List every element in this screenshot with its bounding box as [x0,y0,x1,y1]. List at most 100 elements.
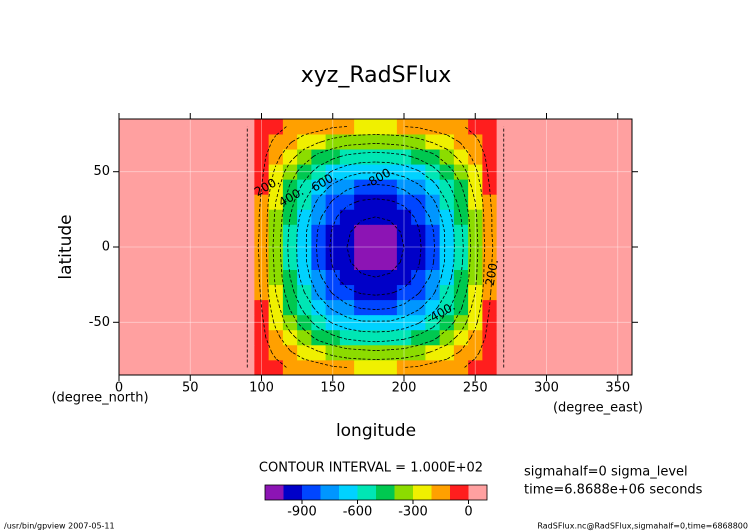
field-cell [354,299,369,316]
field-cell [240,149,255,165]
field-cell [325,164,341,180]
field-cell [482,284,498,301]
field-cell [382,344,398,361]
field-cell [468,239,483,255]
field-cell [282,254,298,270]
field-cell [468,164,483,180]
field-cell [425,164,441,180]
field-cell [439,254,455,270]
field-cell [282,329,298,346]
field-cell [468,209,483,225]
field-cell [468,359,483,376]
field-cell [297,134,312,150]
field-cell [354,314,369,331]
field-cell [240,179,255,195]
field-cell [268,119,284,135]
field-cell [240,269,255,286]
field-cell [439,239,455,255]
field-cell [468,179,483,195]
colorbar-tick-label: -600 [343,505,373,520]
field-cell [496,359,512,376]
field-cell [482,239,498,255]
colorbar-box [376,485,395,500]
field-cell [297,119,312,135]
field-cell [282,359,298,376]
field-cell [282,194,298,210]
field-cell [468,119,483,135]
field-cell [354,134,369,150]
field-cell [382,329,398,346]
field-cell [268,164,284,180]
field-cell [396,314,412,331]
field-cell [240,329,255,346]
field-cell [396,344,412,361]
field-cell [453,149,469,165]
field-cell [382,119,398,135]
field-cell [411,239,426,255]
field-cell [268,194,284,210]
field-cell [311,224,327,240]
field-cell [425,314,441,331]
field-cell [354,269,369,286]
field-cell [325,359,341,376]
field-cell [396,224,412,240]
field-cell [482,269,498,286]
field-cell [425,269,441,286]
field-cell [453,314,469,331]
field-cell [411,269,426,286]
field-cell [439,224,455,240]
field-cell [496,344,512,361]
field-cell [453,239,469,255]
field-cell [496,239,512,255]
field-cell [311,269,327,286]
y-tick-label: 50 [93,164,110,179]
field-cell [339,299,355,316]
contour-line [265,126,486,368]
field-cell [453,164,469,180]
field-cell [311,149,327,165]
field-cell [396,284,412,301]
colorbar-box [302,485,321,500]
field-cell [339,209,355,225]
contour-line [246,126,505,368]
field-cell [453,134,469,150]
field-cell [311,194,327,210]
field-cell [425,344,441,361]
field-cell [282,209,298,225]
field-cell [297,149,312,165]
field-cell [268,209,284,225]
field-cell [382,179,398,195]
field-cell [496,209,512,225]
field-cell [439,164,455,180]
field-cell [268,329,284,346]
field-cell [368,299,384,316]
field-cell [482,329,498,346]
field-cell [396,269,412,286]
field-cell [411,314,426,331]
field-cell [382,209,398,225]
field-cell [382,254,398,270]
field-cell [325,239,341,255]
field-cell [339,149,355,165]
field-cell [297,329,312,346]
field-cell [254,269,270,286]
field-cell [368,194,384,210]
field-cell [368,149,384,165]
field-cell [439,314,455,331]
field-cell [311,179,327,195]
field-cell [311,209,327,225]
field-cell [354,194,369,210]
field-cell [368,134,384,150]
field-cell [282,164,298,180]
field-cell [339,329,355,346]
field-cell [496,134,512,150]
field-cell [240,194,255,210]
field-cell [411,254,426,270]
field-cell [411,149,426,165]
field-cell [368,239,384,255]
field-cell [382,224,398,240]
field-cell [396,164,412,180]
field-cell [339,134,355,150]
field-cell [453,254,469,270]
field-cell [482,134,498,150]
